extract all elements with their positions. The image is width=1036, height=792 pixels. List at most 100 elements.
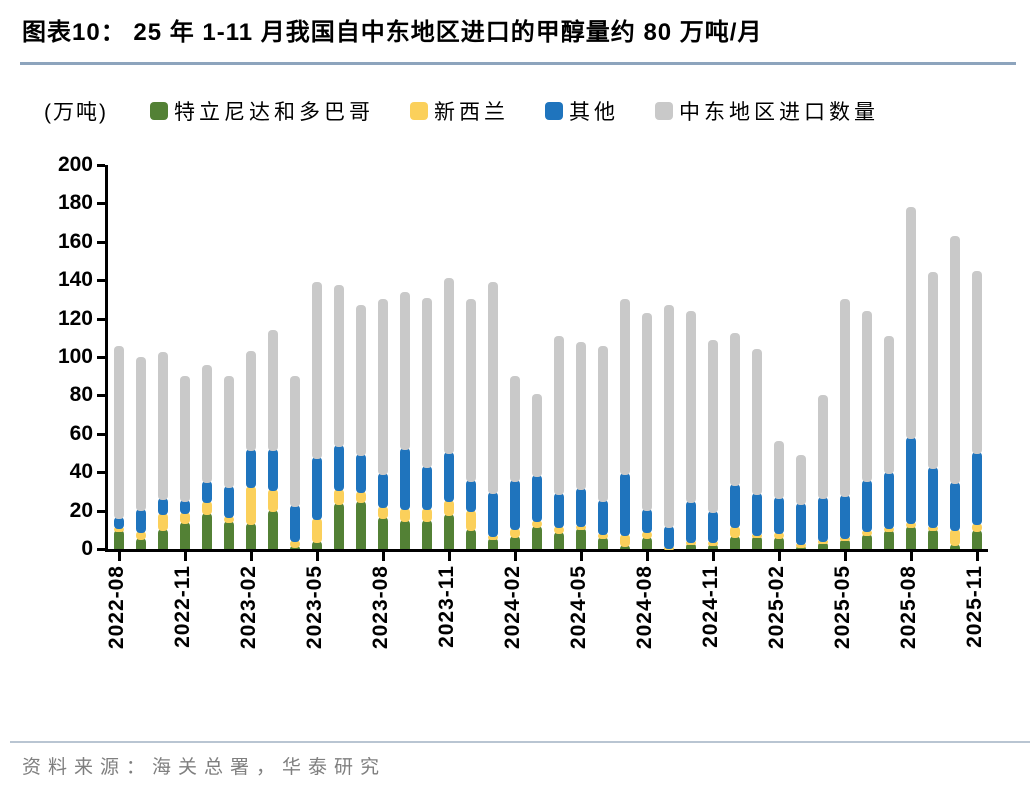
bar-segment-2023-06-series-1	[334, 489, 344, 505]
x-axis-tick-2024-08	[645, 552, 649, 561]
page-title: 图表10： 25 年 1-11 月我国自中东地区进口的甲醇量约 80 万吨/月	[22, 19, 763, 46]
x-axis-tick-2022-11	[183, 552, 187, 561]
bar-segment-2023-12-series-1	[466, 509, 476, 531]
bar-segment-2023-10-series-0	[422, 520, 432, 549]
y-axis-tick-20	[97, 509, 105, 513]
y-axis-label-140: 140	[57, 268, 93, 292]
y-axis-label-120: 120	[57, 306, 93, 330]
legend-item-trinidad: 特立尼达和多巴哥	[150, 96, 374, 126]
bar-2023-11	[444, 165, 454, 549]
y-axis-tick-0	[97, 548, 105, 551]
bar-segment-2022-10-series-3	[158, 352, 168, 501]
bar-segment-2024-11-series-2	[708, 510, 718, 544]
bar-segment-2025-10-series-2	[950, 481, 960, 531]
bar-segment-2025-08-series-2	[906, 436, 916, 525]
bar-2023-04	[290, 165, 300, 549]
y-axis-label-100: 100	[57, 345, 93, 368]
bar-segment-2022-11-series-1	[180, 511, 190, 525]
bar-segment-2023-03-series-3	[268, 330, 278, 452]
bar-2023-06	[334, 165, 344, 549]
bar-2024-04	[554, 165, 564, 549]
bar-segment-2024-05-series-1	[576, 525, 586, 530]
x-axis-label-2022-11: 2022-11	[171, 565, 194, 648]
x-axis-label-2024-05: 2024-05	[567, 565, 590, 650]
legend-item-other: 其他	[545, 96, 619, 126]
bar-segment-2024-12-series-1	[730, 525, 740, 538]
bar-segment-2025-04-series-2	[818, 497, 828, 543]
bar-segment-2025-07-series-3	[884, 335, 894, 475]
bar-segment-2024-02-series-0	[510, 535, 520, 549]
bar-segment-2025-09-series-0	[928, 528, 938, 549]
y-axis-tick-160	[97, 240, 105, 244]
bar-segment-2024-02-series-1	[510, 527, 520, 538]
bar-segment-2025-02-series-3	[774, 440, 784, 500]
bar-segment-2023-10-series-1	[422, 507, 432, 523]
bar-2024-08	[642, 165, 652, 549]
x-axis-label-2025-08: 2025-08	[897, 565, 920, 650]
bar-segment-2025-09-series-3	[928, 271, 938, 470]
bar-segment-2025-08-series-3	[906, 207, 916, 439]
bar-segment-2023-04-series-1	[290, 540, 300, 549]
bar-segment-2024-10-series-0	[686, 543, 696, 549]
bar-segment-2024-12-series-3	[730, 333, 740, 486]
bar-segment-2024-08-series-3	[642, 312, 652, 511]
bar-segment-2022-08-series-0	[114, 529, 124, 549]
y-axis-tick-120	[97, 317, 105, 321]
bar-segment-2024-03-series-2	[532, 475, 542, 523]
bar-2025-07	[884, 165, 894, 549]
y-axis-label-0: 0	[81, 537, 93, 560]
bar-2025-10	[950, 165, 960, 549]
x-axis-tick-2023-11	[447, 552, 451, 561]
legend-item-new-zealand: 新西兰	[410, 96, 509, 126]
bar-segment-2025-11-series-3	[972, 270, 982, 455]
bar-segment-2023-11-series-3	[444, 278, 454, 455]
bar-segment-2023-12-series-0	[466, 528, 476, 549]
bar-segment-2022-11-series-2	[180, 500, 190, 514]
x-axis-label-2023-05: 2023-05	[303, 565, 326, 650]
bar-segment-2025-04-series-0	[818, 542, 828, 549]
bar-segment-2023-01-series-1	[224, 516, 234, 524]
bar-segment-2023-07-series-2	[356, 453, 366, 494]
bar-segment-2025-11-series-0	[972, 529, 982, 549]
bar-segment-2023-01-series-2	[224, 485, 234, 519]
bar-segment-2023-01-series-0	[224, 521, 234, 549]
bar-segment-2023-05-series-3	[312, 282, 322, 459]
bar-segment-2025-05-series-3	[840, 299, 850, 498]
bar-segment-2022-08-series-3	[114, 345, 124, 520]
bar-segment-2024-04-series-0	[554, 531, 564, 549]
green-swatch-icon	[150, 102, 168, 120]
x-axis-label-2025-02: 2025-02	[765, 565, 788, 650]
bar-segment-2022-09-series-1	[136, 530, 146, 541]
bar-segment-2024-01-series-0	[488, 538, 498, 549]
bar-segment-2023-09-series-3	[400, 291, 410, 451]
bar-segment-2024-11-series-0	[708, 544, 718, 549]
x-axis-label-2024-08: 2024-08	[633, 565, 656, 650]
y-axis-label-180: 180	[57, 191, 93, 215]
bar-2025-06	[862, 165, 872, 549]
bar-segment-2024-07-series-0	[620, 545, 630, 549]
bar-segment-2023-04-series-2	[290, 504, 300, 543]
bar-segment-2024-05-series-0	[576, 527, 586, 549]
bar-segment-2024-04-series-2	[554, 493, 564, 528]
bar-segment-2024-03-series-3	[532, 393, 542, 478]
bar-segment-2024-12-series-0	[730, 535, 740, 549]
bar-segment-2023-05-series-2	[312, 456, 322, 521]
bar-segment-2025-02-series-2	[774, 497, 784, 534]
bar-segment-2023-08-series-0	[378, 517, 388, 549]
bar-segment-2024-04-series-3	[554, 335, 564, 496]
bar-2022-10	[158, 165, 168, 549]
bar-segment-2025-05-series-0	[840, 539, 850, 549]
bar-segment-2024-12-series-2	[730, 483, 740, 528]
bar-segment-2023-03-series-1	[268, 489, 278, 512]
bar-2022-12	[202, 165, 212, 549]
x-axis-tick-2024-11	[711, 552, 715, 561]
x-axis-label-2025-11: 2025-11	[963, 565, 986, 648]
bar-2024-10	[686, 165, 696, 549]
bar-2023-09	[400, 165, 410, 549]
footer-divider	[10, 741, 1030, 743]
bar-segment-2023-02-series-1	[246, 485, 256, 526]
bar-segment-2025-06-series-2	[862, 479, 872, 532]
bar-segment-2024-10-series-1	[686, 541, 696, 546]
y-axis-label-40: 40	[69, 460, 93, 484]
blue-swatch-icon	[545, 102, 563, 120]
